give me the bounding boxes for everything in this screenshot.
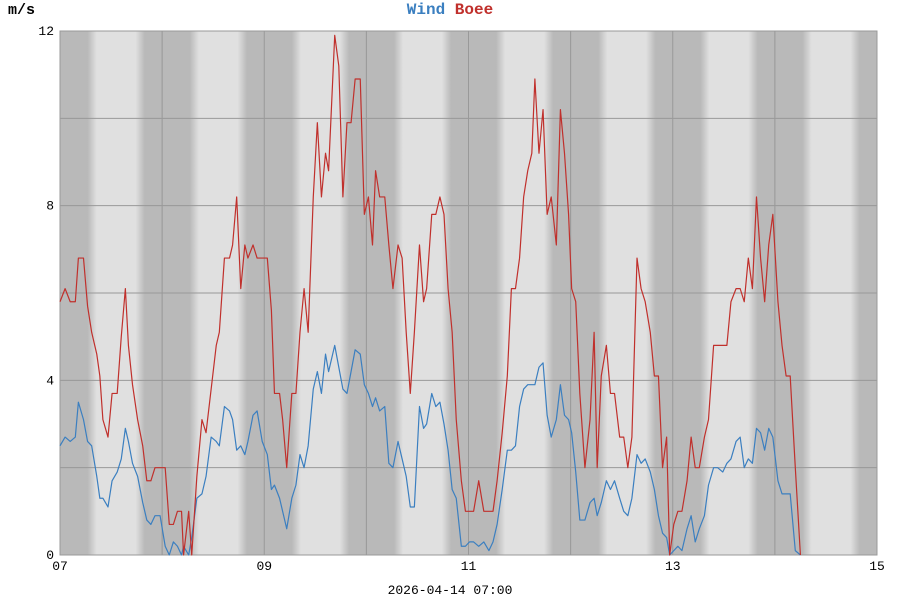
legend-entry: Wind	[407, 1, 445, 19]
y-tick-label: 12	[38, 24, 54, 39]
x-tick-label: 11	[461, 559, 477, 574]
y-axis-label: m/s	[8, 2, 35, 19]
legend-entry: Boee	[455, 1, 493, 19]
x-tick-label: 15	[869, 559, 885, 574]
x-axis-label: 2026-04-14 07:00	[388, 583, 513, 598]
x-tick-label: 13	[665, 559, 681, 574]
series-line	[59, 34, 802, 556]
y-tick-label: 4	[46, 373, 54, 388]
legend: Wind Boee	[407, 1, 493, 19]
x-tick-label: 09	[256, 559, 272, 574]
y-tick-label: 0	[46, 548, 54, 563]
grid	[59, 30, 878, 556]
lines	[59, 34, 802, 556]
x-tick-label: 07	[52, 559, 68, 574]
y-tick-label: 8	[46, 199, 54, 214]
